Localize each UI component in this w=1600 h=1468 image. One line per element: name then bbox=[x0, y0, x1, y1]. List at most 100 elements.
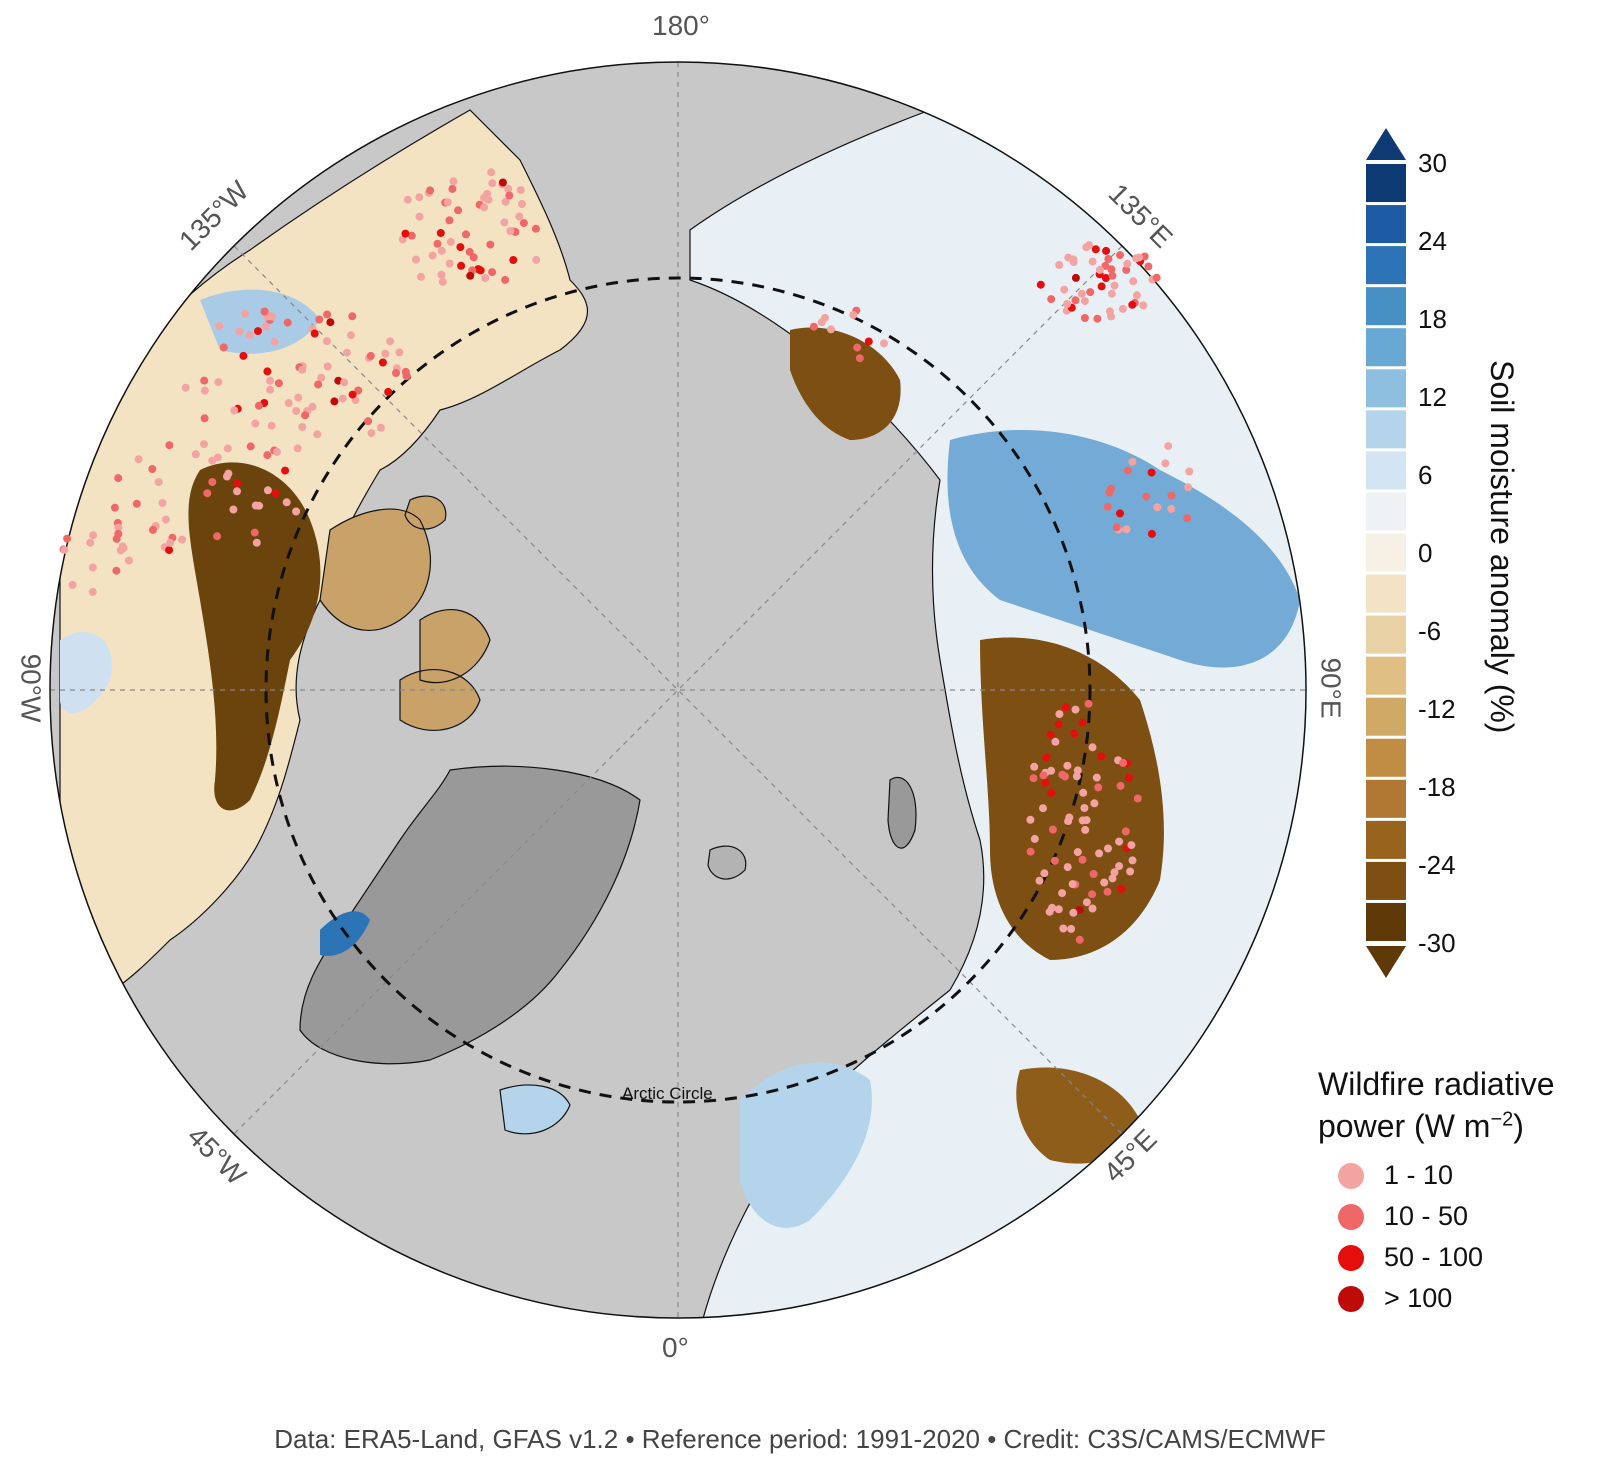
wildfire-point bbox=[501, 197, 510, 206]
wildfire-point bbox=[317, 373, 326, 382]
colorbar-swatch bbox=[1366, 246, 1406, 285]
wildfire-point bbox=[1071, 705, 1080, 714]
wildfire-point bbox=[119, 544, 128, 553]
wildfire-point bbox=[1104, 844, 1112, 853]
wildfire-point bbox=[443, 198, 452, 207]
wildfire-point bbox=[1116, 251, 1124, 260]
wildfire-point bbox=[403, 195, 412, 204]
wildfire-point bbox=[454, 206, 463, 215]
wildfire-point bbox=[449, 177, 458, 186]
wildfire-point bbox=[148, 465, 157, 473]
wildfire-point bbox=[1139, 301, 1148, 310]
wildfire-point bbox=[1142, 492, 1151, 501]
wildfire-point bbox=[1110, 281, 1119, 290]
wildfire-point bbox=[1091, 245, 1100, 254]
wildfire-legend-item: 10 - 50 bbox=[1338, 1201, 1468, 1232]
wildfire-point bbox=[367, 429, 376, 438]
wildfire-point bbox=[348, 390, 357, 399]
wildfire-point bbox=[1119, 758, 1128, 767]
colorbar-tick-label: -18 bbox=[1418, 772, 1456, 802]
wildfire-point bbox=[809, 322, 818, 331]
wildfire-point bbox=[1116, 509, 1124, 518]
wildfire-point bbox=[376, 423, 385, 432]
lon-label-90e: 90°E bbox=[1315, 657, 1347, 719]
lon-label-0: 0° bbox=[662, 1332, 689, 1363]
wildfire-point bbox=[1065, 813, 1074, 822]
wildfire-point bbox=[313, 430, 322, 439]
wildfire-point bbox=[266, 385, 275, 394]
wildfire-point bbox=[1185, 467, 1194, 476]
wildfire-point bbox=[462, 230, 470, 239]
wildfire-point bbox=[1055, 261, 1064, 269]
wildfire-point bbox=[1133, 794, 1142, 803]
wildfire-point bbox=[1035, 876, 1044, 885]
wildfire-point bbox=[200, 440, 208, 449]
wildfire-point bbox=[266, 376, 274, 385]
wildfire-legend-label: 10 - 50 bbox=[1384, 1201, 1469, 1231]
wildfire-point bbox=[1128, 300, 1137, 309]
wildfire-point bbox=[271, 489, 280, 498]
wildfire-point bbox=[1029, 774, 1038, 783]
wildfire-point bbox=[110, 503, 119, 512]
wildfire-point bbox=[1073, 766, 1082, 775]
colorbar-title: Soil moisture anomaly (%) bbox=[1484, 360, 1520, 734]
wildfire-point bbox=[229, 505, 238, 514]
colorbar-tick-label: 18 bbox=[1418, 304, 1447, 334]
wildfire-point bbox=[246, 442, 255, 451]
wildfire-point bbox=[1101, 274, 1110, 282]
anomaly-wet-siberia bbox=[947, 430, 1300, 668]
wildfire-point bbox=[509, 256, 518, 264]
wildfire-point bbox=[347, 331, 355, 340]
colorbar-tick-label: 0 bbox=[1418, 538, 1433, 568]
wildfire-point bbox=[203, 489, 212, 498]
wildfire-legend-label: > 100 bbox=[1384, 1283, 1453, 1313]
anomaly-dry-yakutia bbox=[790, 327, 901, 440]
wildfire-point bbox=[1078, 718, 1087, 727]
colorbar-tick-label: -30 bbox=[1418, 928, 1456, 958]
wildfire-point bbox=[827, 325, 835, 334]
wildfire-point bbox=[315, 315, 324, 324]
wildfire-point bbox=[1128, 457, 1137, 466]
wildfire-point bbox=[1036, 280, 1045, 289]
wildfire-point bbox=[292, 507, 301, 516]
wildfire-point bbox=[314, 380, 323, 389]
wildfire-legend-item: > 100 bbox=[1338, 1283, 1452, 1314]
wildfire-point bbox=[1046, 730, 1055, 739]
wildfire-point bbox=[395, 348, 404, 357]
wildfire-point bbox=[407, 231, 416, 240]
wildfire-points bbox=[59, 168, 1194, 944]
wildfire-point bbox=[200, 414, 209, 423]
wildfire-legend-label: 50 - 100 bbox=[1384, 1242, 1484, 1272]
wildfire-point bbox=[448, 184, 457, 193]
wildfire-point bbox=[849, 311, 858, 319]
wildfire-point bbox=[263, 486, 272, 495]
wildfire-point bbox=[504, 184, 513, 193]
wildfire-point bbox=[1121, 827, 1130, 836]
wildfire-point bbox=[1080, 804, 1089, 812]
wildfire-point bbox=[114, 523, 123, 532]
wildfire-point bbox=[281, 466, 290, 475]
colorbar-tick-label: -12 bbox=[1418, 694, 1456, 724]
wildfire-point bbox=[60, 545, 69, 554]
wildfire-point bbox=[124, 556, 133, 565]
wildfire-point bbox=[1073, 848, 1082, 857]
wildfire-point bbox=[165, 546, 174, 555]
wildfire-point bbox=[1039, 771, 1048, 780]
wildfire-point bbox=[154, 478, 163, 487]
wildfire-point bbox=[254, 327, 262, 336]
anomaly-wet-scandinavia bbox=[740, 1062, 872, 1228]
wildfire-point bbox=[1030, 762, 1039, 771]
wildfire-point bbox=[223, 444, 232, 453]
wildfire-point bbox=[1063, 761, 1072, 770]
wildfire-point bbox=[114, 474, 123, 483]
wildfire-point bbox=[417, 272, 425, 281]
wildfire-point bbox=[384, 387, 393, 396]
wildfire-point bbox=[250, 528, 259, 537]
wildfire-point bbox=[252, 538, 261, 547]
wildfire-point bbox=[263, 367, 272, 376]
wildfire-point bbox=[1127, 841, 1136, 850]
wildfire-point bbox=[1094, 783, 1103, 792]
wildfire-point bbox=[1081, 825, 1090, 834]
wildfire-point bbox=[1058, 770, 1067, 779]
wildfire-point bbox=[354, 386, 363, 395]
